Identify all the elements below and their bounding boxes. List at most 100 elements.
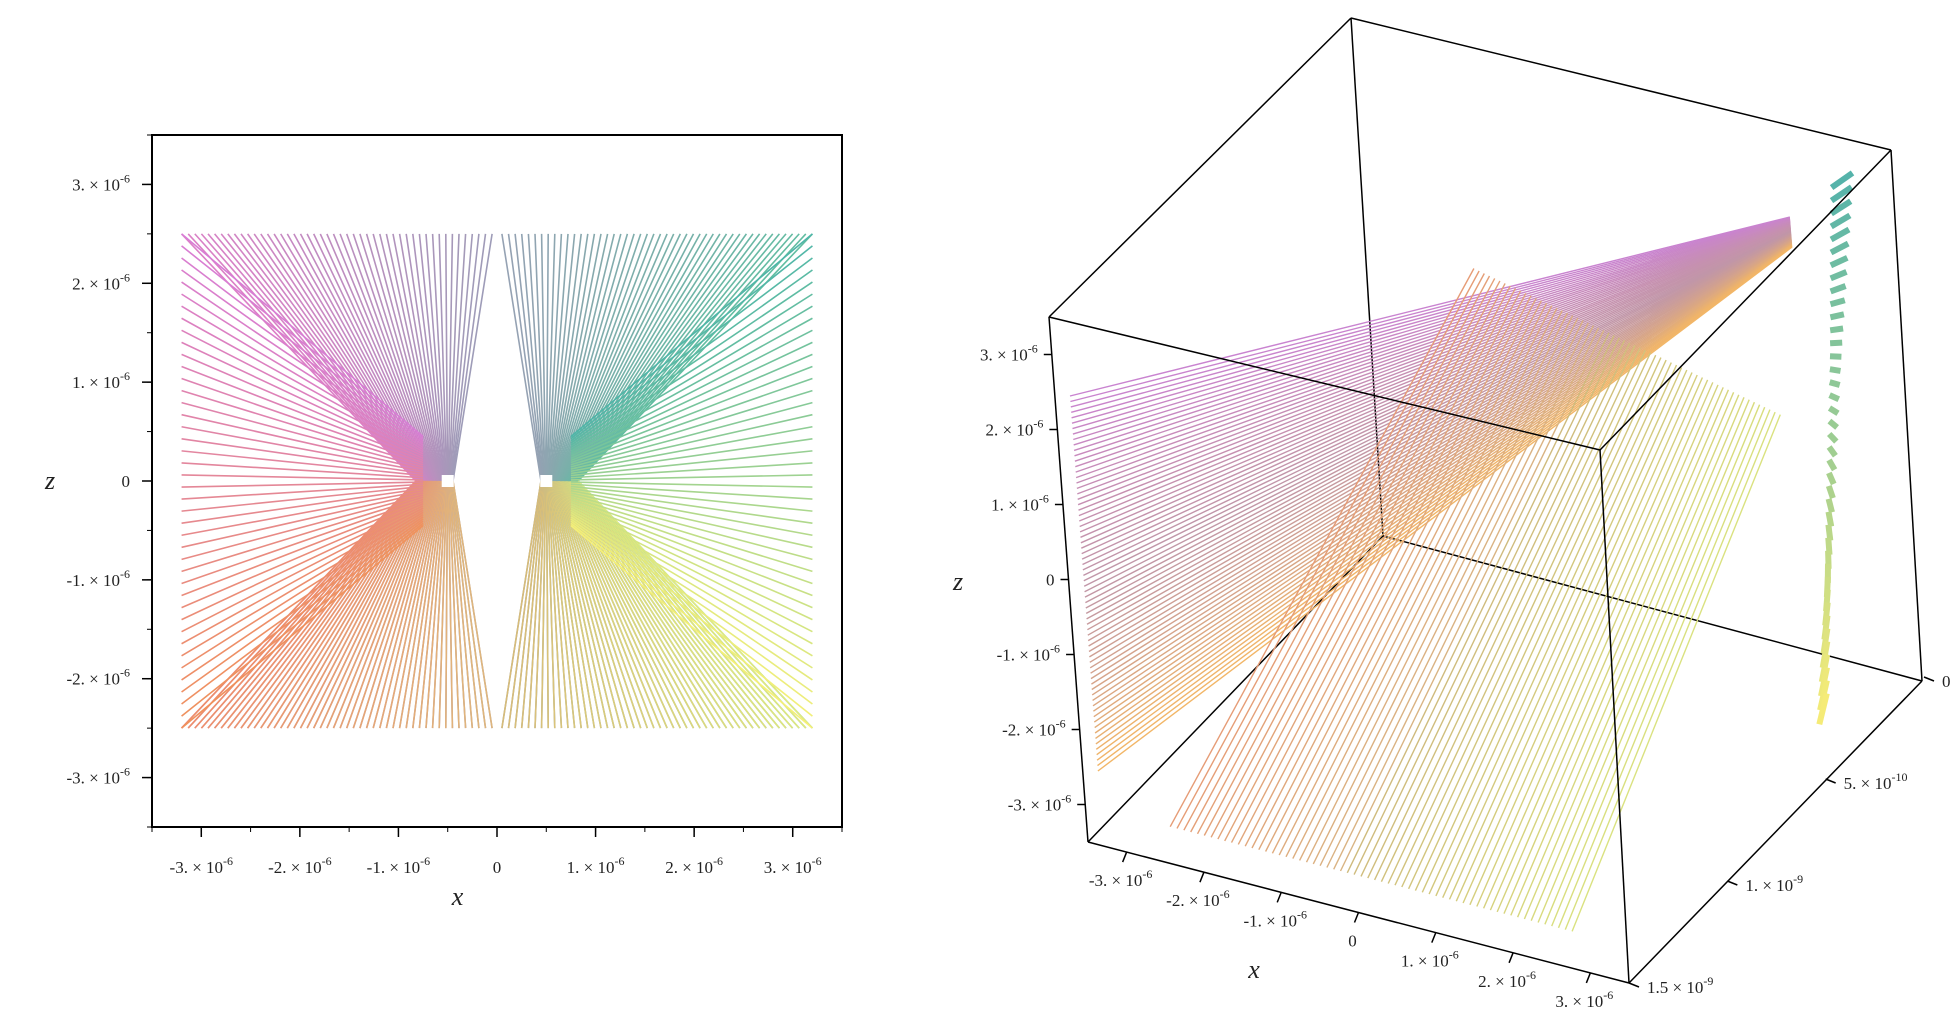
spine-segment-22 [1829,473,1834,484]
left-y-tick-label-0: 3. × 10-6 [72,171,130,194]
right-x-tick-3 [1355,913,1359,923]
line-right-edge-1 [571,246,813,439]
tick-mantissa: 3. × 10 [72,175,120,194]
surface-line-top-10 [1074,221,1790,450]
tick-exponent: -6 [322,854,332,868]
tick-exponent: -6 [120,369,130,383]
tick-exponent: -6 [120,765,130,779]
surface-line-top-25 [1080,228,1791,532]
tick-mantissa: 1. × 10 [991,496,1039,515]
line-top-0-0 [182,234,416,728]
right-x-tick-label-3: 0 [1348,932,1357,951]
spine-segment-11 [1830,329,1843,331]
line-left-edge-1 [182,246,424,439]
right-lines-group [1070,173,1853,932]
tick-exponent: -6 [120,270,130,284]
tick-mantissa: -3. × 10 [67,769,121,788]
right-z-tick-label-5: -2. × 10-6 [1002,717,1066,740]
tick-exponent: -6 [1056,717,1066,731]
tick-mantissa: 3. × 10 [980,346,1028,365]
left-y-tick-label-1: 2. × 10-6 [72,270,130,293]
left-x-tick-label-5: 2. × 10-6 [665,854,723,877]
tick-exponent: -6 [120,171,130,185]
tick-mantissa: -2. × 10 [1002,721,1056,740]
line-bottom-1-2 [515,481,542,728]
tick-exponent: -6 [120,666,130,680]
left-y-tick-label-2: 1. × 10-6 [72,369,130,392]
right-x-tick-label-6: 3. × 10-6 [1555,988,1613,1011]
spine-segment-15 [1830,382,1840,385]
tick-exponent: -6 [1039,492,1049,506]
surface-line-bottom-58 [1565,412,1775,930]
tick-exponent: -6 [1033,417,1043,431]
right-x-tick-label-4: 1. × 10-6 [1401,948,1459,971]
tick-mantissa: -1. × 10 [367,858,421,877]
line-bottom-1-40 [573,481,767,728]
tick-exponent: -6 [1142,867,1152,881]
tick-exponent: -6 [120,567,130,581]
line-right-edge-34 [571,510,813,643]
left-x-tick-label-1: -2. × 10-6 [268,854,332,877]
spine-segment-25 [1829,512,1832,527]
box-edge-back-right-vertical [1891,150,1922,681]
right-y-tick-label-3: 1.5 × 10-9 [1647,974,1713,997]
left-x-tick-label-4: 1. × 10-6 [567,854,625,877]
right-z-tick-label-0: 3. × 10-6 [980,342,1038,365]
spine-segment-17 [1830,408,1839,413]
surface-line-bottom-56 [1552,407,1765,926]
line-top-0-5 [215,234,420,728]
left-x-tick-label-0: -3. × 10-6 [170,854,234,877]
right-x-tick-1 [1200,872,1204,882]
box-edge-bottom-back [1383,536,1922,681]
spine-segment-3 [1831,215,1850,226]
left-x-tick-label-6: 3. × 10-6 [764,854,822,877]
right-y-tick-1 [1826,779,1836,783]
tick-exponent: -6 [1449,948,1459,962]
right-y-tick-label-1: 5. × 10-10 [1844,770,1908,793]
tick-exponent: -6 [223,854,233,868]
spine-segment-6 [1831,258,1848,266]
tick-exponent: -6 [812,854,822,868]
right-x-tick-label-2: -1. × 10-6 [1243,907,1307,930]
tick-mantissa: -2. × 10 [268,858,322,877]
spine-segment-5 [1831,244,1848,253]
spine-segment-16 [1830,395,1839,399]
surface-line-top-40 [1086,234,1791,613]
spine-segment-20 [1829,447,1835,456]
surface-line-top-12 [1075,222,1790,461]
line-top-1-47 [578,234,812,728]
line-top-0-47 [453,234,492,728]
left-x-axis-label: x [451,882,464,911]
tick-exponent: -6 [1526,968,1536,982]
line-right-edge-7 [571,318,813,451]
line-right-edge-23 [571,486,813,511]
tick-mantissa: 1. × 10 [1401,952,1449,971]
spine-segment-12 [1830,343,1842,344]
tick-mantissa: -1. × 10 [67,571,121,590]
right-x-tick-label-5: 2. × 10-6 [1478,968,1536,991]
line-left-edge-40 [182,523,424,716]
spine-segment-14 [1830,369,1841,371]
right-x-tick-6 [1586,973,1590,983]
tick-exponent: -9 [1793,872,1803,886]
box-edge-top-left-depth [1049,18,1351,317]
right-y-tick-label-0: 0 [1942,672,1951,691]
tick-exponent: -6 [1028,342,1038,356]
line-top-1-33 [567,234,720,728]
right-x-tick-0 [1123,852,1127,862]
right-y-tick-3 [1629,983,1639,987]
tick-mantissa: 2. × 10 [986,421,1034,440]
left-y-tick-label-4: -1. × 10-6 [67,567,131,590]
spine-segment-21 [1829,460,1835,470]
tick-exponent: -6 [713,854,723,868]
tick-mantissa: 2. × 10 [1478,972,1526,991]
tick-exponent: -6 [420,854,430,868]
tick-exponent: -10 [1892,770,1908,784]
spine-segment-2 [1831,201,1850,213]
tick-mantissa: 1. × 10 [567,858,615,877]
tick-mantissa: -3. × 10 [170,858,224,877]
surface-line-bottom-59 [1572,415,1780,932]
